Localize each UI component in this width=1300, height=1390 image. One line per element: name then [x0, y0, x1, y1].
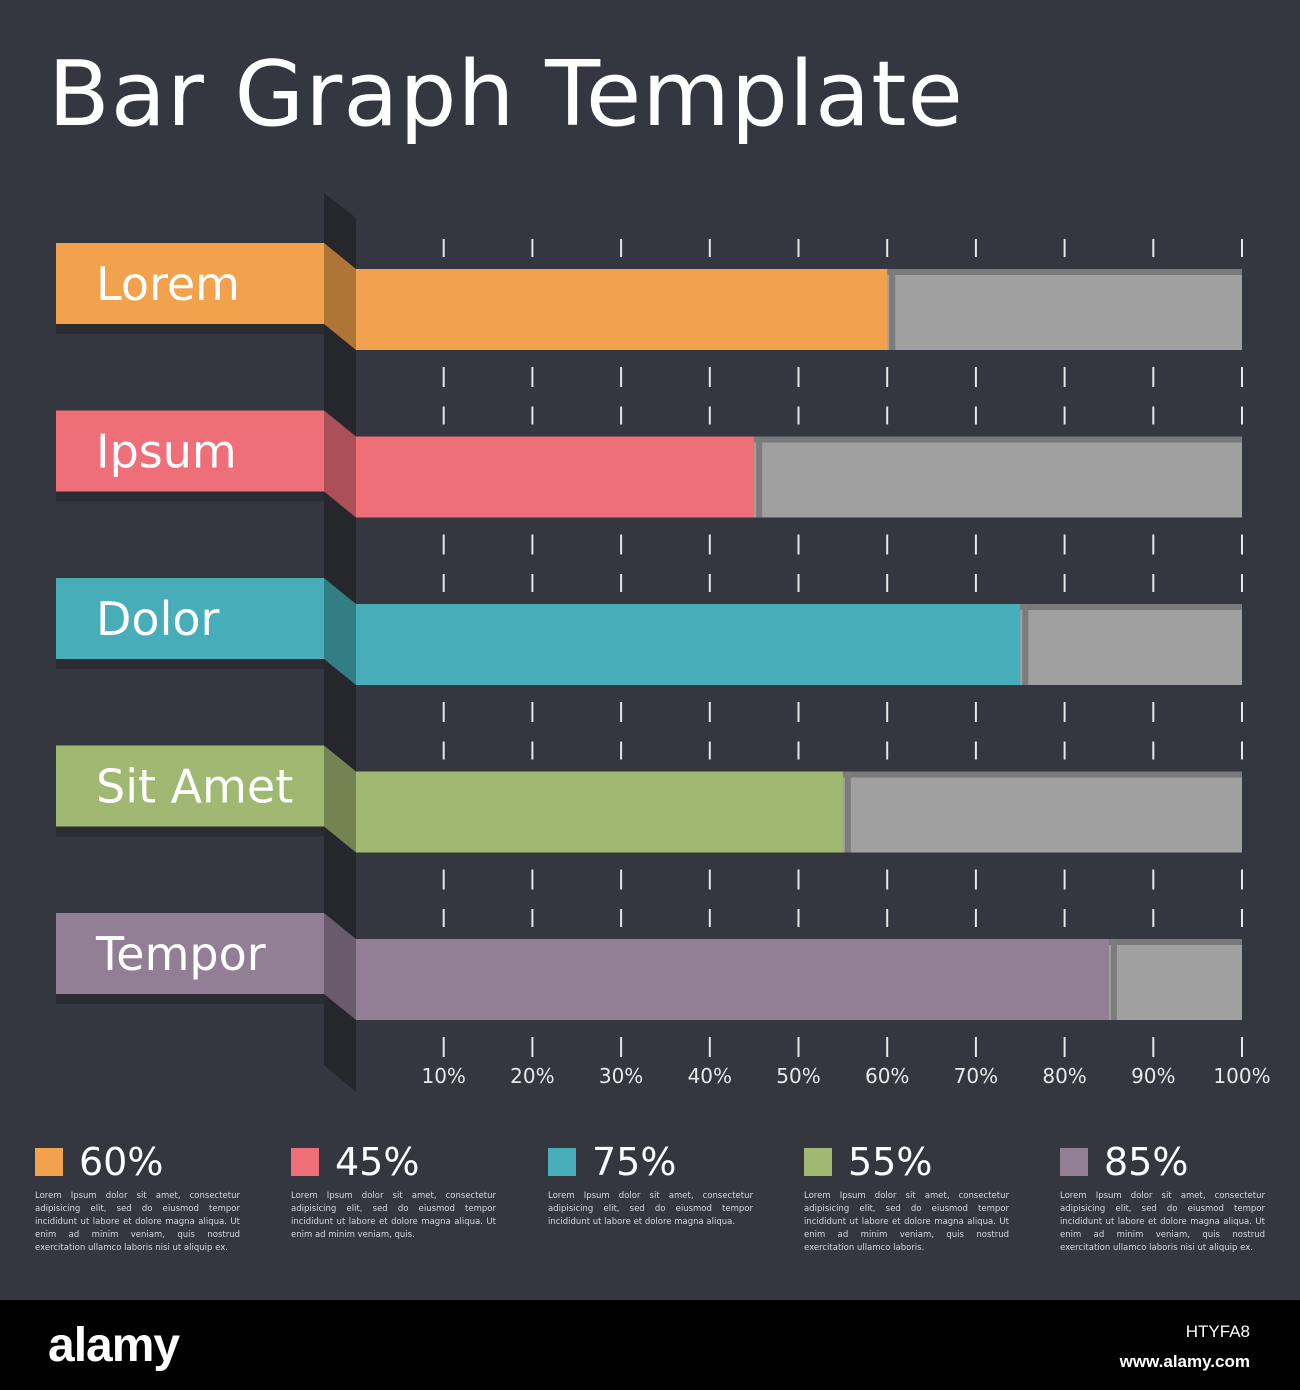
- tick-label: 20%: [510, 1064, 554, 1088]
- category-ribbon: [56, 243, 324, 324]
- legend-description: Lorem Ipsum dolor sit amet, consectetur …: [35, 1191, 240, 1253]
- legend-head: 60%: [35, 1140, 240, 1184]
- category-label: Tempor: [95, 927, 266, 981]
- legend-description: Lorem Ipsum dolor sit amet, consectetur …: [291, 1191, 496, 1240]
- bar-shadow: [1022, 604, 1029, 685]
- ribbon-fold: [324, 243, 356, 350]
- legend-head: 85%: [1060, 1140, 1265, 1184]
- legend-swatch: [35, 1148, 63, 1176]
- tick-label: 70%: [954, 1064, 998, 1088]
- bar-shadow: [889, 269, 896, 350]
- legend-item: 60% Lorem Ipsum dolor sit amet, consectet…: [35, 1140, 240, 1255]
- footer-bar: alamy HTYFA8 www.alamy.com: [0, 1300, 1300, 1390]
- category-label: Dolor: [96, 592, 219, 646]
- ribbon-shadow: [56, 491, 324, 502]
- bar: [355, 269, 888, 350]
- legend-item: 75% Lorem Ipsum dolor sit amet, consectet…: [548, 1140, 753, 1229]
- ribbon-shadow: [56, 994, 324, 1004]
- category-ribbon: [56, 578, 324, 659]
- category-label: Sit Amet: [96, 760, 293, 814]
- ribbon-fold: [324, 578, 356, 685]
- tick-label: 40%: [688, 1064, 732, 1088]
- category-label: Lorem: [96, 257, 240, 311]
- ribbon-shadow: [56, 826, 324, 837]
- ribbon-fold: [324, 410, 356, 518]
- legend-value: 55%: [848, 1140, 933, 1184]
- site-url: www.alamy.com: [1119, 1352, 1250, 1371]
- ribbon-shadow: [56, 659, 324, 669]
- legend-description: Lorem Ipsum dolor sit amet, consectetur …: [804, 1191, 1009, 1253]
- legend-value: 85%: [1104, 1140, 1189, 1184]
- tick-label: 50%: [776, 1064, 820, 1088]
- tick-label: 30%: [599, 1064, 643, 1088]
- bar: [355, 436, 755, 518]
- tick-label: 90%: [1131, 1064, 1175, 1088]
- category-ribbon: [56, 913, 324, 994]
- legend-description: Lorem Ipsum dolor sit amet, consectetur …: [548, 1191, 753, 1227]
- tick-label: 60%: [865, 1064, 909, 1088]
- legend-swatch: [291, 1148, 319, 1176]
- bar-shadow: [844, 771, 851, 853]
- bar-track-edge: [355, 436, 1242, 443]
- legend-swatch: [1060, 1148, 1088, 1176]
- legend-swatch: [548, 1148, 576, 1176]
- ribbon-shadow: [56, 324, 324, 334]
- image-code: HTYFA8: [1185, 1322, 1250, 1341]
- legend-swatch: [804, 1148, 832, 1176]
- legend-head: 55%: [804, 1140, 1009, 1184]
- category-ribbon: [56, 745, 324, 827]
- bar-shadow: [1110, 939, 1117, 1020]
- bar: [355, 771, 843, 853]
- chart-title: Bar Graph Template: [48, 42, 964, 147]
- bar: [355, 939, 1109, 1020]
- category-ribbon: [56, 410, 324, 492]
- ribbon-fold: [324, 745, 356, 853]
- tick-label: 100%: [1213, 1064, 1270, 1088]
- legend-head: 45%: [291, 1140, 496, 1184]
- legend-item: 45% Lorem Ipsum dolor sit amet, consectet…: [291, 1140, 496, 1242]
- tick-label: 10%: [421, 1064, 465, 1088]
- legend-head: 75%: [548, 1140, 753, 1184]
- legend-value: 45%: [335, 1140, 420, 1184]
- legend-item: 85% Lorem Ipsum dolor sit amet, consectet…: [1060, 1140, 1265, 1255]
- bar-chart: 10% 20% 30% 40% 50% 60% 70% 80% 90% 100% Lorem Ipsu…: [56, 193, 1271, 1092]
- legend-item: 55% Lorem Ipsum dolor sit amet, consectet…: [804, 1140, 1009, 1255]
- legend-value: 60%: [79, 1140, 164, 1184]
- bar: [355, 604, 1021, 685]
- bar-shadow: [756, 436, 763, 518]
- tick-label: 80%: [1042, 1064, 1086, 1088]
- brand-logo: alamy: [48, 1319, 180, 1372]
- legend-description: Lorem Ipsum dolor sit amet, consectetur …: [1060, 1191, 1265, 1253]
- ribbon-fold: [324, 913, 356, 1020]
- legend-value: 75%: [592, 1140, 677, 1184]
- category-label: Ipsum: [96, 425, 237, 479]
